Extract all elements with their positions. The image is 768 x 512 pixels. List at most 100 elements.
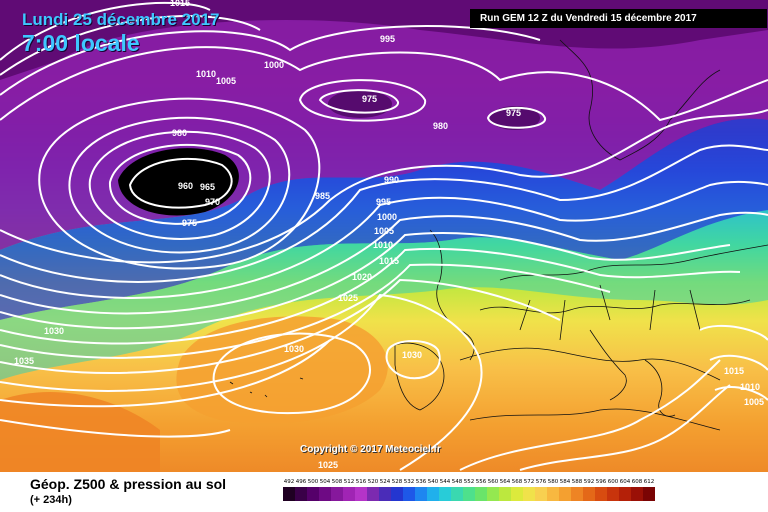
scale-swatch <box>571 487 583 501</box>
scale-step: 504 <box>319 478 331 501</box>
scale-swatch <box>355 487 367 501</box>
coast-iberia <box>394 342 445 411</box>
isobar-965 <box>108 143 252 225</box>
isobar-label: 1015 <box>170 0 190 8</box>
isobar-label: 975 <box>362 94 377 104</box>
scale-value: 524 <box>379 479 391 485</box>
scale-step: 524 <box>379 478 391 501</box>
isobar-995-top <box>0 46 768 122</box>
isobar-1005 <box>0 231 731 330</box>
scale-swatch <box>427 487 439 501</box>
isobar-1010-south <box>519 384 731 471</box>
isobar-label: 1005 <box>374 226 394 236</box>
borders-country-lines <box>519 284 701 341</box>
isobar-975-north <box>318 89 399 114</box>
scale-swatch <box>475 487 487 501</box>
scale-swatch <box>379 487 391 501</box>
scale-step: 508 <box>331 478 343 501</box>
isobar-1005-top <box>0 15 261 76</box>
legend-subtitle: (+ 234h) <box>30 494 72 506</box>
scale-value: 612 <box>643 479 655 485</box>
isobar-labels: 1015 995 1000 1010 1005 975 975 980 980 … <box>14 0 764 470</box>
scale-value: 592 <box>583 479 595 485</box>
scale-value: 520 <box>367 479 379 485</box>
field-band-blue <box>0 118 768 321</box>
coast-italy <box>589 329 627 401</box>
scale-value: 600 <box>607 479 619 485</box>
isobar-label: 980 <box>172 128 187 138</box>
scale-swatch <box>367 487 379 501</box>
scale-value: 516 <box>355 479 367 485</box>
isobar-label: 1025 <box>338 293 358 303</box>
isobar-label: 1035 <box>14 356 34 366</box>
scale-swatch <box>511 487 523 501</box>
scale-step: 528 <box>391 478 403 501</box>
scale-value: 580 <box>547 479 559 485</box>
scale-swatch <box>463 487 475 501</box>
scale-step: 572 <box>523 478 535 501</box>
scale-value: 572 <box>523 479 535 485</box>
isobar-1030-west <box>0 339 331 408</box>
color-scale: 492 496 500 504 508 512 516 520 524 528 532 536 540 5… <box>283 478 655 501</box>
isobar-label: 1000 <box>377 212 397 222</box>
scale-step: 556 <box>475 478 487 501</box>
isobar-label: 1025 <box>318 460 338 470</box>
isobar-1000 <box>0 211 768 315</box>
scale-value: 540 <box>427 479 439 485</box>
scale-step: 588 <box>571 478 583 501</box>
scale-swatch <box>631 487 643 501</box>
scale-swatch <box>559 487 571 501</box>
model-run-label: Run GEM 12 Z du Vendredi 15 décembre 201… <box>470 9 767 28</box>
isobar-label: 985 <box>315 191 330 201</box>
scale-step: 536 <box>415 478 427 501</box>
isobar-1000-top <box>0 25 541 96</box>
scale-swatch <box>607 487 619 501</box>
isobar-label: 960 <box>178 181 193 191</box>
isobar-label: 1005 <box>216 76 236 86</box>
coast-north-africa <box>469 408 721 431</box>
scale-step: 516 <box>355 478 367 501</box>
coast-british-isles <box>429 229 475 361</box>
isobar-1035 <box>0 419 231 438</box>
scale-value: 508 <box>331 479 343 485</box>
scale-value: 536 <box>415 479 427 485</box>
legend-title: Géop. Z500 & pression au sol <box>30 476 227 492</box>
forecast-time: 7:00 locale <box>22 30 140 56</box>
field-band-cyan <box>0 210 768 380</box>
scale-value: 564 <box>499 479 511 485</box>
scale-swatch <box>439 487 451 501</box>
scale-step: 596 <box>595 478 607 501</box>
scale-step: 512 <box>343 478 355 501</box>
scale-value: 552 <box>463 479 475 485</box>
scale-step: 548 <box>451 478 463 501</box>
scale-swatch <box>283 487 295 501</box>
scale-step: 604 <box>619 478 631 501</box>
isobar-1010-top <box>0 1 211 61</box>
forecast-map: 1015 995 1000 1010 1005 975 975 980 980 … <box>0 0 768 472</box>
scale-step: 580 <box>547 478 559 501</box>
scale-value: 504 <box>319 479 331 485</box>
isobar-label: 1010 <box>196 69 216 79</box>
scale-step: 592 <box>583 478 595 501</box>
isobar-980 <box>38 97 321 270</box>
isobar-label: 1010 <box>740 382 760 392</box>
scale-value: 560 <box>487 479 499 485</box>
scale-value: 492 <box>283 479 295 485</box>
isobar-label: 1005 <box>744 397 764 407</box>
isobar-980-north <box>298 79 427 122</box>
isobar-label: 970 <box>205 197 220 207</box>
isobar-label: 1010 <box>373 240 393 250</box>
scale-step: 552 <box>463 478 475 501</box>
isobar-label: 1015 <box>379 256 399 266</box>
copyright-text: Copyright © 2017 Meteociel.fr <box>300 444 441 455</box>
scale-step: 544 <box>439 478 451 501</box>
scale-value: 608 <box>631 479 643 485</box>
scale-swatch <box>451 487 463 501</box>
scale-swatch <box>535 487 547 501</box>
isobar-label: 990 <box>384 175 399 185</box>
scale-swatch <box>331 487 343 501</box>
isobar-label: 1030 <box>284 344 304 354</box>
scale-value: 596 <box>595 479 607 485</box>
isobar-label: 1020 <box>352 272 372 282</box>
scale-value: 584 <box>559 479 571 485</box>
